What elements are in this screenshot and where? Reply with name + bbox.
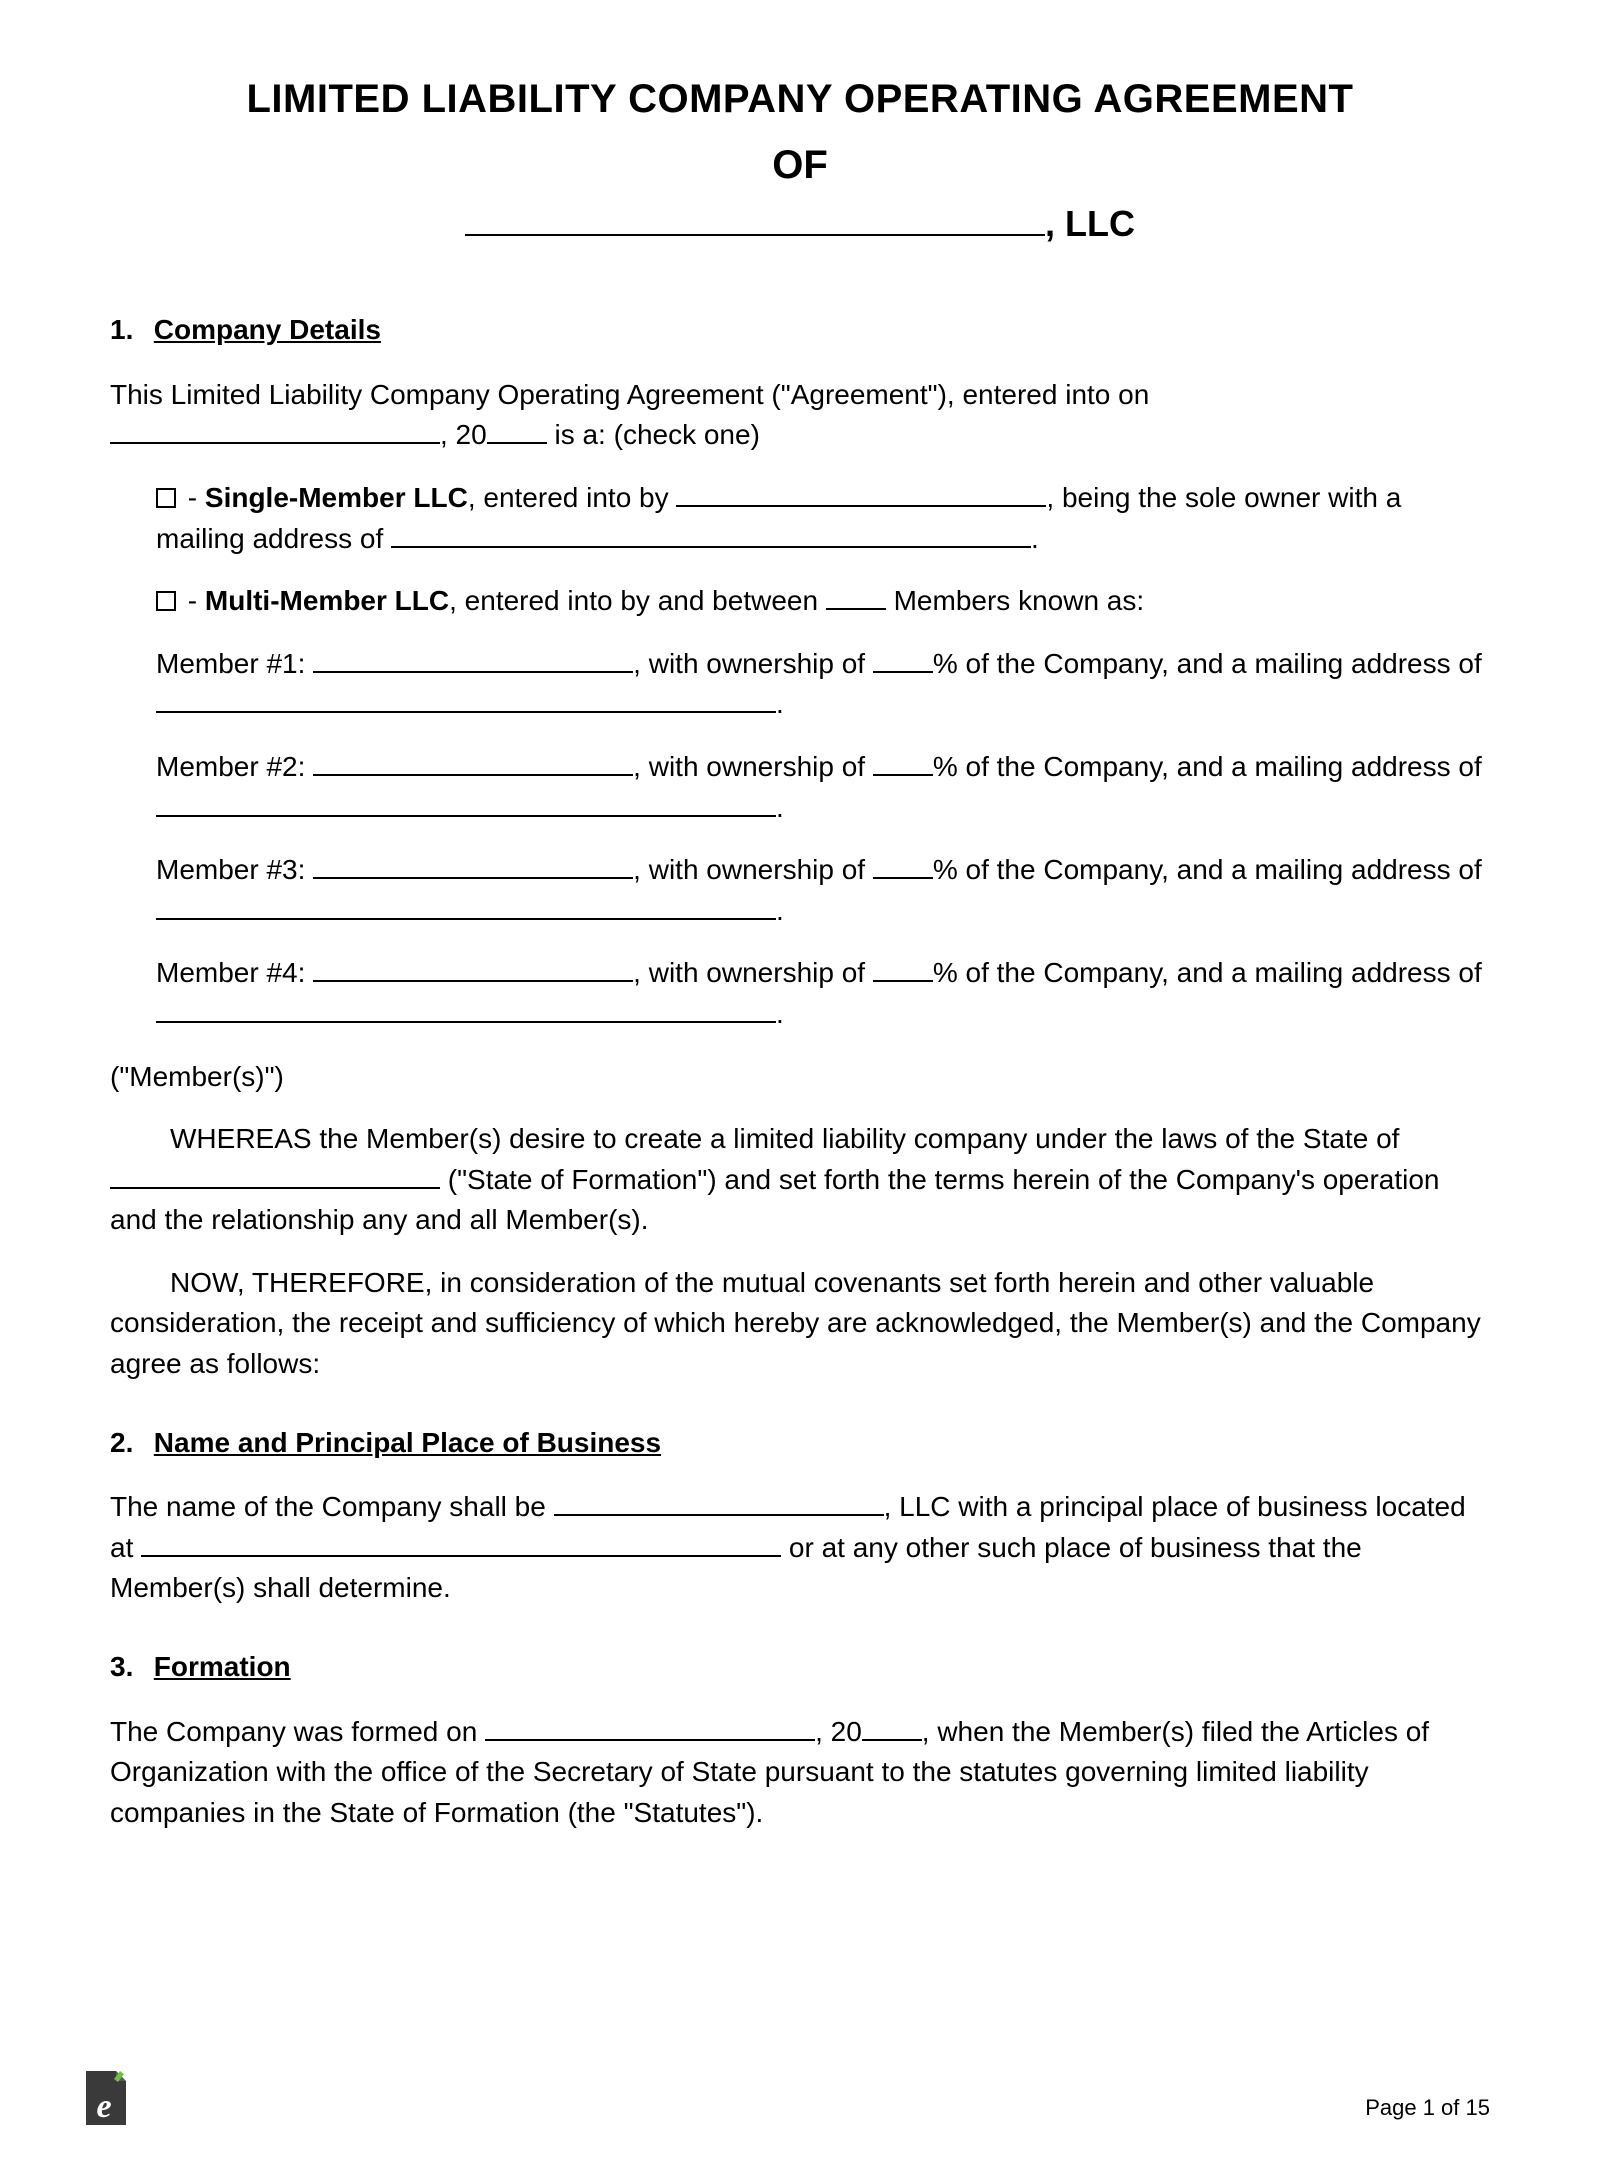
intro-paragraph: This Limited Liability Company Operating… xyxy=(110,375,1490,456)
single-a: , entered into by xyxy=(468,482,677,513)
section-3-paragraph: The Company was formed on , 20, when the… xyxy=(110,1712,1490,1834)
blank-formation-date[interactable] xyxy=(485,1739,815,1741)
doc-title-line1: LIMITED LIABILITY COMPANY OPERATING AGRE… xyxy=(110,70,1490,128)
whereas-a: WHEREAS the Member(s) desire to create a… xyxy=(170,1123,1399,1154)
member-3-row: Member #3: , with ownership of % of the … xyxy=(156,850,1490,931)
s3-a: The Company was formed on xyxy=(110,1716,485,1747)
member-2-period: . xyxy=(776,792,784,823)
member-3-pct: % of the Company, and a mailing address … xyxy=(933,854,1482,885)
blank-member-4-name[interactable] xyxy=(313,980,633,982)
doc-title-company-row: , LLC xyxy=(110,198,1490,250)
whereas-paragraph: WHEREAS the Member(s) desire to create a… xyxy=(110,1119,1490,1241)
member-1-mid: , with ownership of xyxy=(633,648,873,679)
blank-member-1-pct[interactable] xyxy=(873,671,933,673)
svg-text:e: e xyxy=(96,2088,111,2125)
multi-member-option: - Multi-Member LLC, entered into by and … xyxy=(156,581,1490,622)
blank-company-name[interactable] xyxy=(554,1514,884,1516)
blank-member-4-addr[interactable] xyxy=(156,1021,776,1023)
member-1-pct: % of the Company, and a mailing address … xyxy=(933,648,1482,679)
blank-member-2-name[interactable] xyxy=(313,774,633,776)
section-3-title: Formation xyxy=(154,1651,291,1682)
blank-state-of-formation[interactable] xyxy=(110,1187,440,1189)
checkbox-single-member[interactable] xyxy=(156,488,176,508)
checkbox-multi-member[interactable] xyxy=(156,591,176,611)
blank-member-1-name[interactable] xyxy=(313,671,633,673)
member-4-pct: % of the Company, and a mailing address … xyxy=(933,957,1482,988)
s2-c: or at any other such place of business t… xyxy=(110,1532,1362,1604)
intro-text-b1: , 20 xyxy=(440,419,487,450)
member-1-row: Member #1: , with ownership of % of the … xyxy=(156,644,1490,725)
multi-member-bold: Multi-Member LLC xyxy=(205,585,449,616)
blank-member-3-addr[interactable] xyxy=(156,918,776,920)
page-number: Page 1 of 15 xyxy=(1365,2092,1490,2124)
blank-single-member-name[interactable] xyxy=(676,505,1046,507)
member-2-mid: , with ownership of xyxy=(633,751,873,782)
dash-1: - xyxy=(180,482,205,513)
section-1-title: Company Details xyxy=(154,314,381,345)
member-4-mid: , with ownership of xyxy=(633,957,873,988)
single-member-bold: Single-Member LLC xyxy=(205,482,468,513)
blank-agreement-year[interactable] xyxy=(487,442,547,444)
member-2-row: Member #2: , with ownership of % of the … xyxy=(156,747,1490,828)
section-2-num: 2. xyxy=(110,1423,146,1464)
multi-a: , entered into by and between xyxy=(449,585,826,616)
blank-member-count[interactable] xyxy=(826,608,886,610)
single-member-option: - Single-Member LLC, entered into by , b… xyxy=(156,478,1490,559)
blank-agreement-date[interactable] xyxy=(110,442,440,444)
member-3-label: Member #3: xyxy=(156,854,313,885)
member-4-period: . xyxy=(776,998,784,1029)
section-2-heading: 2. Name and Principal Place of Business xyxy=(110,1423,1490,1464)
member-2-label: Member #2: xyxy=(156,751,313,782)
members-defined-label: ("Member(s)") xyxy=(110,1057,1490,1098)
member-4-label: Member #4: xyxy=(156,957,313,988)
intro-text-a: This Limited Liability Company Operating… xyxy=(110,379,1149,410)
s2-a: The name of the Company shall be xyxy=(110,1491,554,1522)
member-4-row: Member #4: , with ownership of % of the … xyxy=(156,953,1490,1034)
now-therefore-paragraph: NOW, THEREFORE, in consideration of the … xyxy=(110,1263,1490,1385)
section-3-num: 3. xyxy=(110,1647,146,1688)
blank-single-member-address[interactable] xyxy=(391,546,1031,548)
blank-member-4-pct[interactable] xyxy=(873,980,933,982)
multi-b: Members known as: xyxy=(886,585,1144,616)
blank-company-name-title[interactable] xyxy=(465,234,1045,236)
dash-2: - xyxy=(180,585,205,616)
blank-formation-year[interactable] xyxy=(862,1739,922,1741)
section-3-heading: 3. Formation xyxy=(110,1647,1490,1688)
intro-text-b2: is a: (check one) xyxy=(547,419,760,450)
section-2-title: Name and Principal Place of Business xyxy=(154,1427,661,1458)
blank-business-address[interactable] xyxy=(141,1555,781,1557)
section-2-paragraph: The name of the Company shall be , LLC w… xyxy=(110,1487,1490,1609)
member-1-period: . xyxy=(776,688,784,719)
member-3-mid: , with ownership of xyxy=(633,854,873,885)
section-1-num: 1. xyxy=(110,310,146,351)
eforms-logo-icon: e xyxy=(80,2067,132,2129)
whereas-b: ("State of Formation") and set forth the… xyxy=(110,1164,1440,1236)
blank-member-2-addr[interactable] xyxy=(156,815,776,817)
blank-member-1-addr[interactable] xyxy=(156,711,776,713)
blank-member-3-pct[interactable] xyxy=(873,877,933,879)
s3-b1: , 20 xyxy=(815,1716,862,1747)
doc-title-of: OF xyxy=(110,136,1490,194)
blank-member-3-name[interactable] xyxy=(313,877,633,879)
member-3-period: . xyxy=(776,895,784,926)
page-footer: e Page 1 of 15 xyxy=(110,2063,1490,2123)
blank-member-2-pct[interactable] xyxy=(873,774,933,776)
section-1-heading: 1. Company Details xyxy=(110,310,1490,351)
member-1-label: Member #1: xyxy=(156,648,313,679)
title-llc-suffix: , LLC xyxy=(1045,203,1135,244)
member-2-pct: % of the Company, and a mailing address … xyxy=(933,751,1482,782)
single-period: . xyxy=(1031,523,1039,554)
